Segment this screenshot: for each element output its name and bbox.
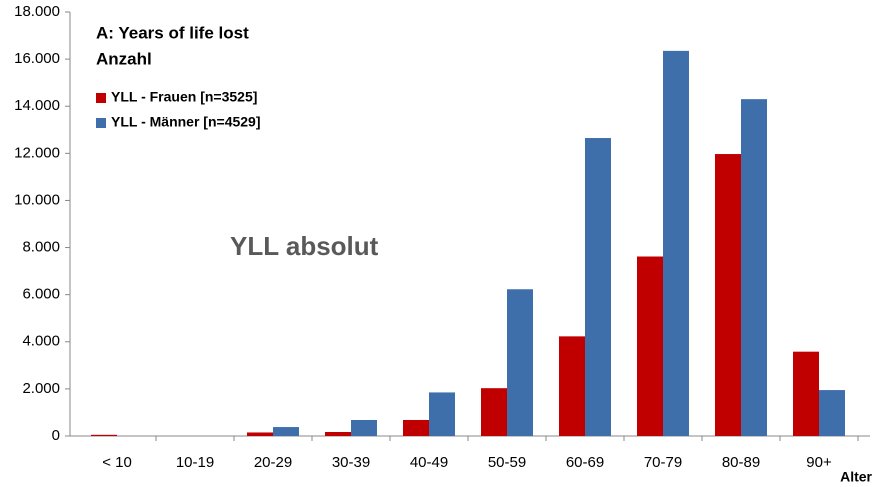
y-tick-label: 0: [52, 427, 60, 444]
bar: [585, 138, 611, 436]
y-tick-label: 10.000: [14, 191, 60, 208]
bar: [819, 390, 845, 436]
x-tick-label: 40-49: [410, 454, 448, 471]
y-tick-label: 4.000: [22, 333, 60, 350]
bar: [481, 388, 507, 436]
x-tick-label: 10-19: [176, 454, 214, 471]
annotation: YLL absolut: [230, 231, 379, 261]
chart-title: A: Years of life lost: [96, 23, 249, 42]
y-tick-label: 6.000: [22, 286, 60, 303]
bar: [715, 154, 741, 437]
y-tick-label: 12.000: [14, 144, 60, 161]
legend-label: YLL - Frauen [n=3525]: [111, 89, 257, 105]
y-tick-label: 18.000: [14, 3, 60, 20]
bar: [351, 419, 377, 436]
y-tick-label: 8.000: [22, 239, 60, 256]
bar: [273, 427, 299, 436]
bar: [507, 289, 533, 436]
x-tick-label: 20-29: [254, 454, 292, 471]
bar: [559, 336, 585, 436]
x-tick-label: 80-89: [722, 454, 760, 471]
y-tick-label: 16.000: [14, 50, 60, 67]
bar: [637, 256, 663, 436]
bar: [429, 392, 455, 436]
x-tick-label: 90+: [806, 454, 832, 471]
x-axis-label: Alter: [840, 469, 872, 485]
bar: [663, 50, 689, 436]
bar: [793, 351, 819, 436]
legend-swatch: [96, 118, 106, 128]
bar: [247, 432, 273, 436]
chart-subtitle: Anzahl: [96, 49, 152, 68]
x-tick-label: 50-59: [488, 454, 526, 471]
y-tick-label: 14.000: [14, 97, 60, 114]
x-tick-label: 30-39: [332, 454, 370, 471]
x-tick-label: < 10: [102, 454, 132, 471]
x-tick-label: 60-69: [566, 454, 604, 471]
x-tick-label: 70-79: [644, 454, 682, 471]
legend-swatch: [96, 93, 106, 103]
legend-label: YLL - Männer [n=4529]: [111, 114, 261, 130]
bar: [741, 99, 767, 437]
bar: [91, 434, 117, 436]
bar: [325, 431, 351, 436]
bar: [403, 419, 429, 436]
y-tick-label: 2.000: [22, 380, 60, 397]
